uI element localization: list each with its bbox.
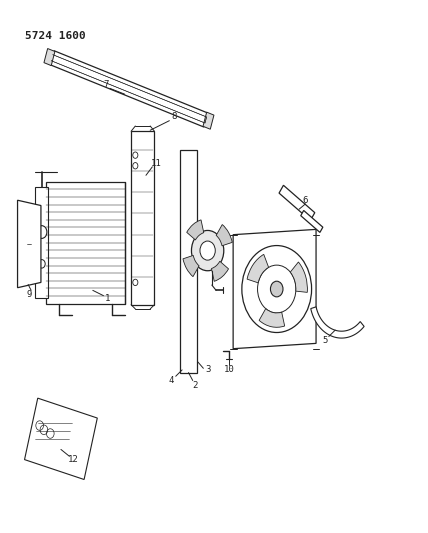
Wedge shape [216,224,232,246]
Wedge shape [183,255,199,277]
Polygon shape [18,200,41,288]
Text: 12: 12 [68,455,79,464]
Wedge shape [187,220,204,240]
Text: 5: 5 [323,336,328,345]
Text: 8: 8 [171,112,176,122]
Wedge shape [290,262,307,293]
Polygon shape [131,131,155,305]
Text: 5724 1600: 5724 1600 [25,31,86,41]
Circle shape [270,281,283,297]
Text: 11: 11 [150,159,161,167]
Polygon shape [50,51,208,127]
Wedge shape [211,261,229,281]
Wedge shape [247,254,269,283]
Text: 3: 3 [205,366,210,374]
Text: 1: 1 [105,294,110,303]
Circle shape [39,260,45,268]
Text: 10: 10 [223,366,234,374]
Wedge shape [259,309,285,327]
Text: 2: 2 [192,381,198,390]
Polygon shape [44,49,55,66]
Circle shape [200,241,215,260]
Polygon shape [24,398,97,480]
Circle shape [242,246,312,333]
Bar [46,182,125,304]
Polygon shape [301,211,323,232]
Polygon shape [311,307,364,338]
Circle shape [191,230,224,271]
Polygon shape [279,185,315,221]
Circle shape [133,279,138,286]
Bar [180,150,197,373]
Circle shape [258,265,296,313]
Circle shape [37,225,47,238]
Text: 9: 9 [27,290,32,299]
Text: 6: 6 [303,196,308,205]
Bar [36,187,48,298]
Polygon shape [233,229,316,349]
Polygon shape [203,112,214,129]
Text: 4: 4 [169,376,174,385]
Circle shape [133,152,138,158]
Circle shape [133,163,138,169]
Circle shape [137,170,147,183]
Text: 7: 7 [103,80,108,89]
